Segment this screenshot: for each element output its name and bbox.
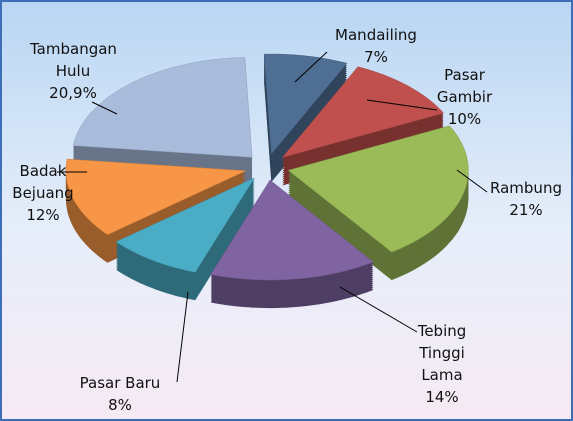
data-label: Badak Bejuang 12% (8, 160, 78, 226)
label-value: 12% (26, 206, 60, 224)
label-name: Pasar Baru (79, 374, 161, 392)
label-value: 14% (425, 388, 459, 406)
label-value: 21% (509, 201, 543, 219)
data-label: Mandailing 7% (320, 24, 432, 68)
label-name: Badak Bejuang (12, 162, 74, 202)
slice (65, 158, 247, 235)
data-label: Tebing Tinggi Lama 14% (400, 320, 484, 408)
leader-line (176, 291, 189, 383)
slice (281, 66, 444, 158)
data-label: Tambangan Hulu 20,9% (30, 38, 117, 104)
label-value: 20,9% (49, 84, 97, 102)
slice (72, 57, 253, 158)
slice (210, 179, 374, 281)
slice (115, 177, 256, 273)
leader-line (339, 286, 418, 333)
leader-line (294, 51, 328, 83)
slice (263, 53, 348, 155)
label-name: Mandailing (335, 26, 417, 44)
data-label: Pasar Baru 8% (70, 372, 170, 416)
slice (287, 125, 469, 253)
data-label: Pasar Gambir 10% (427, 64, 502, 130)
data-label: Rambung 21% (480, 177, 572, 221)
label-name: Rambung (490, 179, 562, 197)
leader-line (91, 101, 118, 115)
leader-line (366, 99, 438, 111)
label-value: 7% (364, 48, 388, 66)
label-value: 8% (108, 396, 132, 414)
label-name: Tambangan Hulu (30, 40, 117, 80)
leader-line (456, 169, 488, 193)
label-value: 10% (447, 110, 482, 128)
label-name: Pasar Gambir (436, 66, 493, 106)
label-name: Tebing Tinggi Lama (417, 322, 467, 384)
